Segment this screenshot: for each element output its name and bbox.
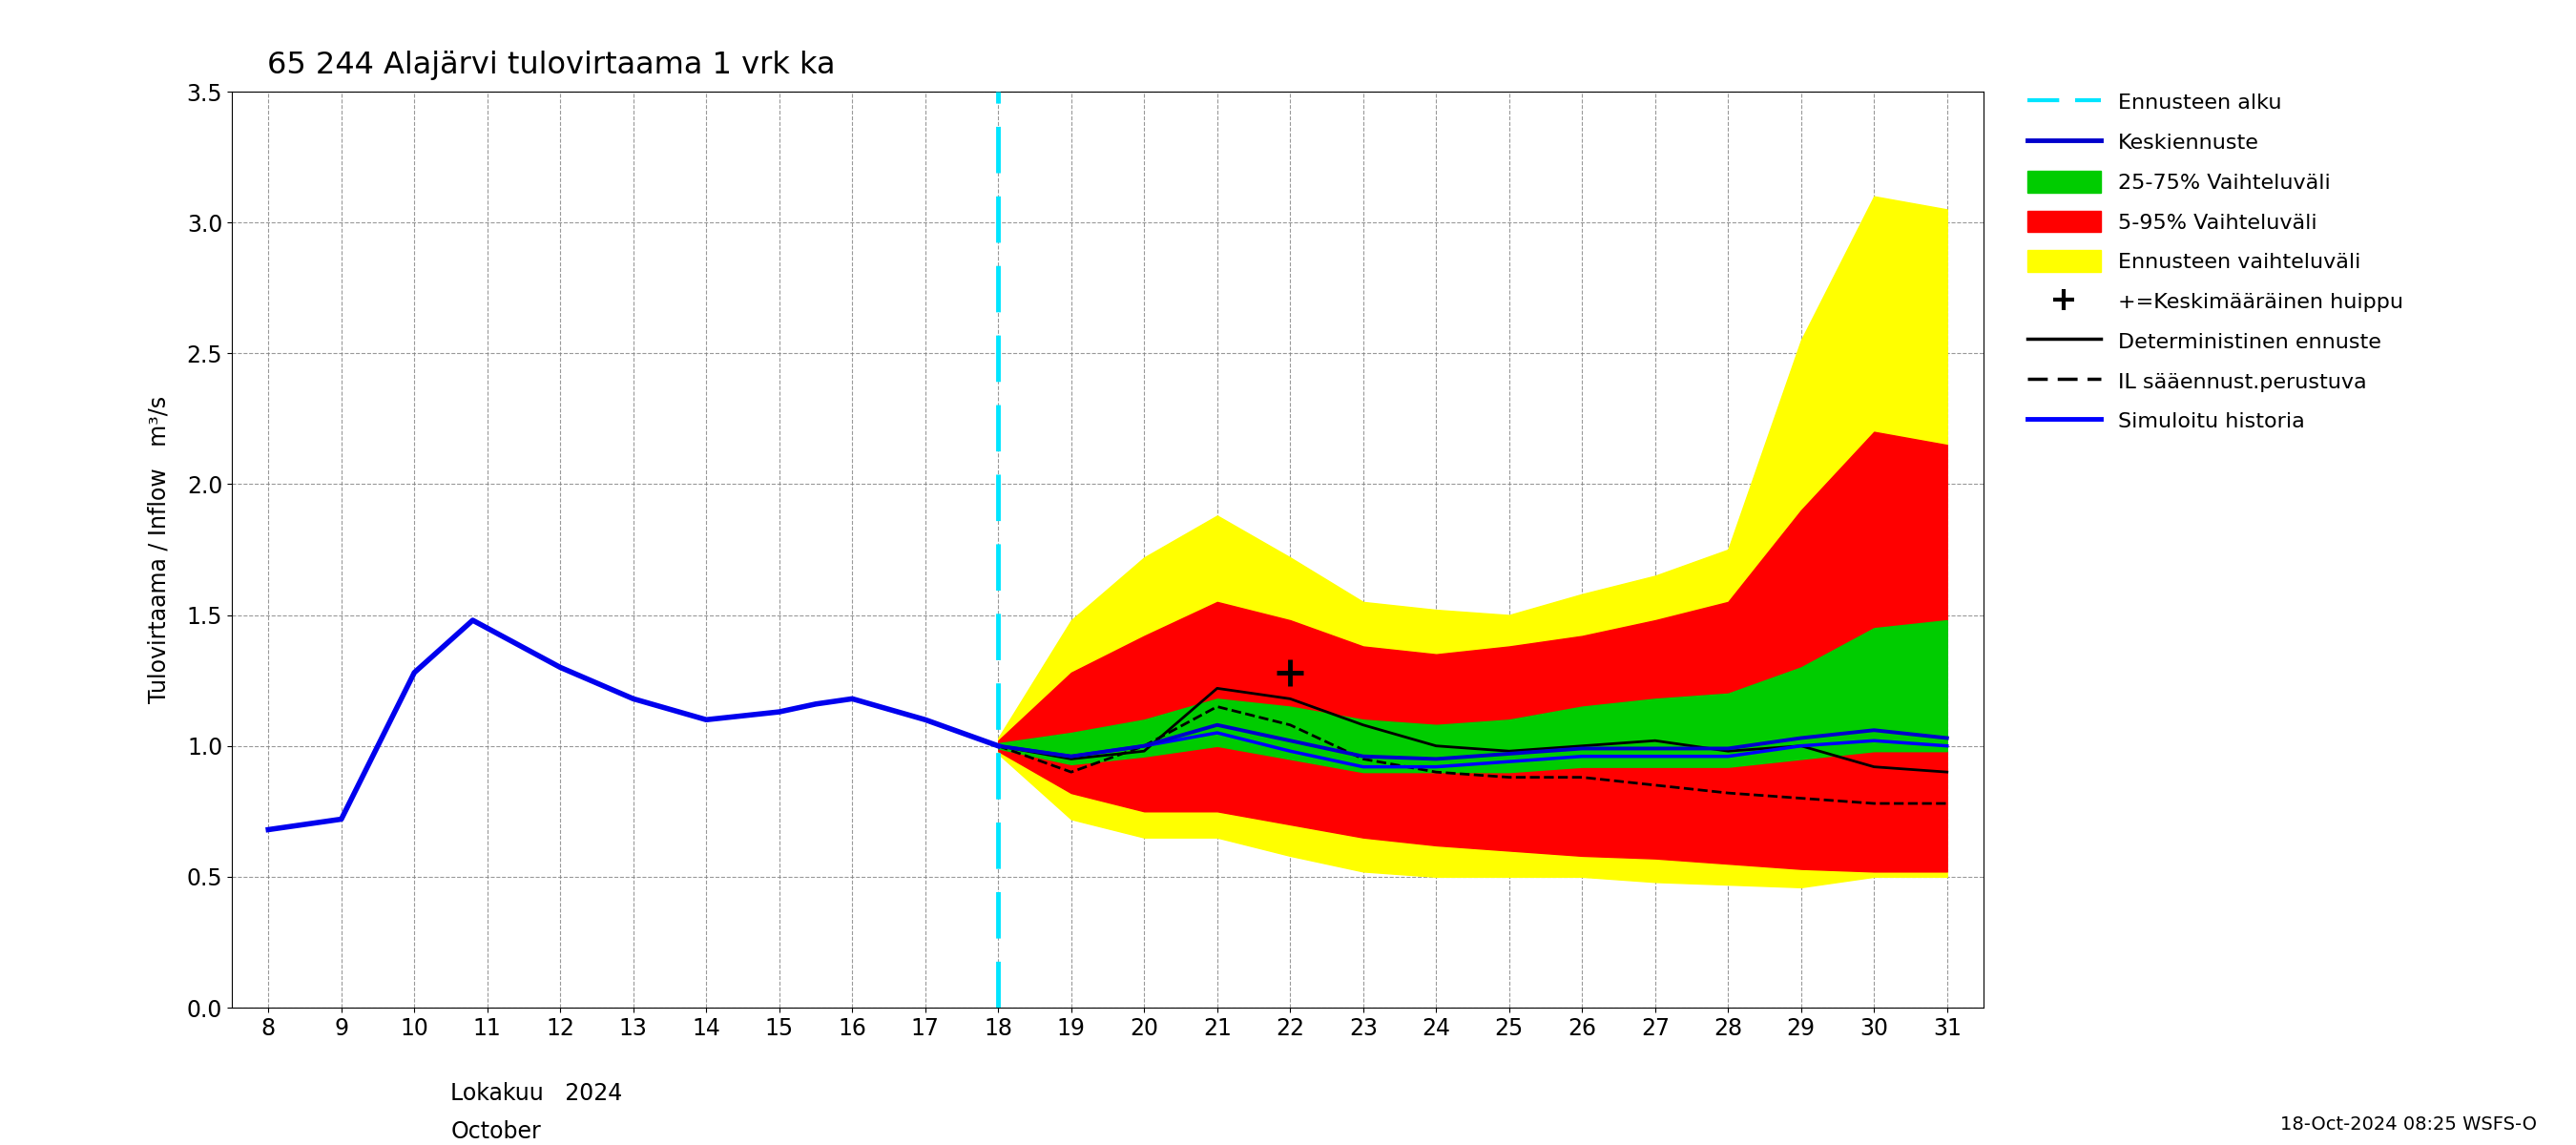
Legend: Ennusteen alku, Keskiennuste, 25-75% Vaihteluväli, 5-95% Vaihteluväli, Ennusteen: Ennusteen alku, Keskiennuste, 25-75% Vai…	[2020, 82, 2411, 440]
Text: 18-Oct-2024 08:25 WSFS-O: 18-Oct-2024 08:25 WSFS-O	[2280, 1115, 2537, 1134]
Text: Lokakuu   2024: Lokakuu 2024	[451, 1082, 623, 1105]
Text: October: October	[451, 1120, 541, 1143]
Text: 65 244 Alajärvi tulovirtaama 1 vrk ka: 65 244 Alajärvi tulovirtaama 1 vrk ka	[268, 50, 835, 80]
Y-axis label: Tulovirtaama / Inflow   m³/s: Tulovirtaama / Inflow m³/s	[147, 396, 170, 703]
